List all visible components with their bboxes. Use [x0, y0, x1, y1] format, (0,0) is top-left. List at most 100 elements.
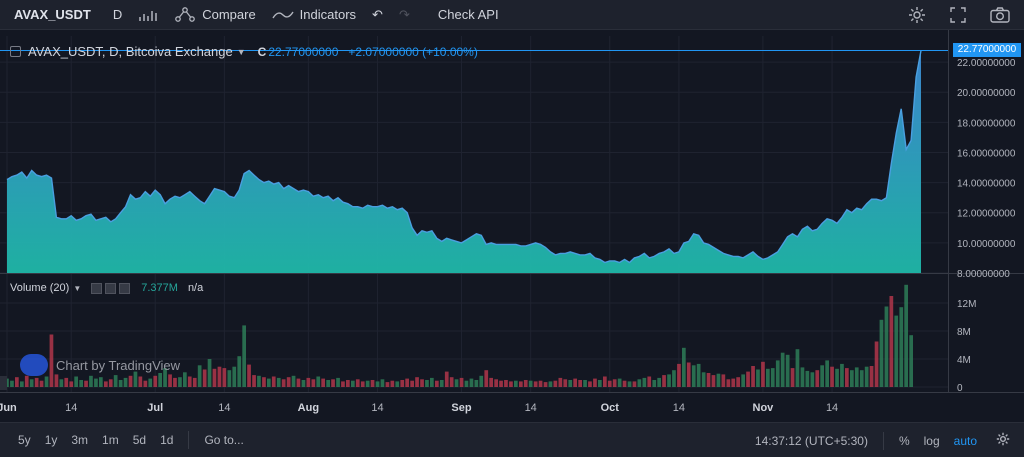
- volume-bar: [874, 341, 879, 387]
- redo-button[interactable]: ↷: [391, 0, 418, 30]
- check-api-button[interactable]: Check API: [437, 7, 499, 22]
- volume-bar: [622, 380, 627, 387]
- volume-bar: [884, 306, 889, 387]
- volume-bar: [444, 371, 449, 387]
- volume-bar: [820, 365, 824, 387]
- range-1y-button[interactable]: 1y: [44, 433, 58, 447]
- close-icon[interactable]: [119, 282, 131, 294]
- volume-bar: [296, 378, 301, 387]
- indicators-button[interactable]: Indicators: [264, 0, 364, 30]
- volume-bar: [439, 380, 444, 387]
- volume-bar: [528, 380, 533, 387]
- volume-bar: [746, 371, 750, 387]
- volume-bar: [306, 377, 311, 387]
- volume-bar: [331, 379, 335, 387]
- symbol-search-button[interactable]: AVAX_USDT: [14, 7, 91, 22]
- price-tick-label: 12.00000000: [957, 209, 1016, 220]
- eye-icon[interactable]: [91, 282, 103, 294]
- volume-bar: [805, 370, 810, 387]
- volume-bar: [677, 363, 681, 387]
- volume-bar: [222, 368, 227, 387]
- volume-title[interactable]: Volume (20): [10, 282, 70, 294]
- close-label: C: [257, 44, 267, 59]
- settings-button[interactable]: [896, 0, 938, 30]
- volume-bar: [686, 362, 691, 387]
- range-1m-button[interactable]: 1m: [102, 433, 119, 447]
- volume-bar: [183, 372, 187, 387]
- volume-bar: [563, 379, 568, 387]
- volume-bar: [163, 368, 167, 387]
- divider: [188, 431, 190, 449]
- volume-bar: [202, 369, 207, 387]
- undo-button[interactable]: ↶: [364, 0, 391, 30]
- volume-bar: [899, 307, 904, 387]
- volume-bar: [761, 361, 765, 387]
- price-area: [6, 50, 922, 273]
- volume-bar: [301, 380, 306, 387]
- compare-button[interactable]: Compare: [166, 0, 263, 30]
- volume-bar: [365, 380, 370, 387]
- redo-icon: ↷: [398, 6, 410, 22]
- volume-bar: [34, 377, 39, 387]
- volume-bar: [370, 380, 375, 387]
- time-tick-label: Aug: [298, 402, 319, 414]
- volume-bar: [538, 380, 543, 387]
- volume-bar: [672, 370, 676, 387]
- volume-bar: [795, 349, 800, 387]
- tradingview-watermark[interactable]: Chart by TradingView: [20, 354, 180, 376]
- top-toolbar: AVAX_USDT D Compare Indicators ↶ ↷ Check…: [0, 0, 1024, 30]
- range-1d-button[interactable]: 1d: [160, 433, 174, 447]
- range-5y-button[interactable]: 5y: [18, 433, 31, 447]
- time-tick-label: 14: [371, 402, 383, 414]
- volume-bar: [548, 381, 553, 387]
- volume-bar: [617, 378, 622, 387]
- auto-scale-button[interactable]: auto: [953, 433, 977, 448]
- volume-bar: [168, 374, 172, 387]
- volume-bar: [395, 381, 400, 387]
- chart-style-button[interactable]: [130, 0, 166, 30]
- volume-bar: [207, 359, 212, 387]
- settings-icon[interactable]: [105, 282, 117, 294]
- volume-bar: [741, 374, 745, 387]
- watermark-text: Chart by TradingView: [56, 357, 181, 373]
- gear-icon: [996, 432, 1010, 446]
- interval-button[interactable]: D: [112, 7, 123, 22]
- chevron-down-icon[interactable]: ▼: [73, 283, 82, 293]
- volume-bar: [351, 380, 355, 387]
- volume-bar: [578, 380, 582, 387]
- volume-bar: [385, 382, 390, 387]
- volume-bar: [612, 379, 617, 387]
- percent-scale-button[interactable]: %: [898, 433, 910, 448]
- axes: 8.00000000 10.00000000 12.00000000 14.00000…: [0, 30, 1024, 414]
- goto-button[interactable]: Go to...: [204, 433, 244, 447]
- fullscreen-button[interactable]: [938, 0, 978, 30]
- range-5d-button[interactable]: 5d: [132, 433, 147, 447]
- camera-icon: [990, 7, 1010, 23]
- volume-bar: [84, 380, 88, 387]
- snapshot-button[interactable]: [978, 0, 1024, 30]
- chevron-down-icon[interactable]: ▼: [236, 46, 246, 57]
- volume-bar: [721, 374, 726, 387]
- volume-bar: [533, 381, 538, 387]
- series-legend: AVAX_USDT, D, Bitcoiva Exchange ▼ C 22.7…: [10, 44, 478, 59]
- fullscreen-icon: [950, 7, 966, 23]
- clock-time: 14:37:12 (UTC+5:30): [754, 433, 868, 448]
- volume-bar: [696, 363, 701, 387]
- volume-bar: [850, 370, 854, 387]
- volume-bar: [54, 374, 59, 387]
- volume-bar: [281, 379, 286, 387]
- collapse-legend-icon[interactable]: [10, 46, 21, 57]
- range-3m-button[interactable]: 3m: [71, 433, 89, 447]
- volume-bar: [662, 375, 666, 387]
- indicators-icon: [272, 11, 294, 18]
- volume-bar: [64, 377, 69, 387]
- volume-bar: [232, 366, 237, 387]
- volume-bar: [311, 379, 316, 387]
- log-scale-button[interactable]: log: [923, 433, 940, 448]
- chart-settings-button[interactable]: [984, 432, 1024, 449]
- legend-title[interactable]: AVAX_USDT, D, Bitcoiva Exchange: [28, 44, 233, 59]
- volume-bar: [158, 373, 162, 387]
- volume-bar: [316, 376, 321, 387]
- volume-bar: [701, 372, 706, 387]
